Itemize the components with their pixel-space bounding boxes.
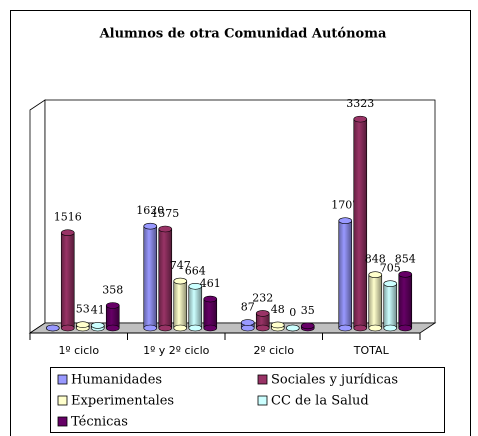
data-label: 3323 <box>346 97 374 110</box>
bar-top <box>338 217 353 225</box>
bar-top <box>173 277 188 285</box>
bar-shade <box>61 232 75 328</box>
legend-swatch <box>257 395 268 406</box>
bar-shade <box>143 226 157 328</box>
bar-shade <box>383 283 397 328</box>
x-tick-label: TOTAL <box>353 344 390 357</box>
bar-top <box>45 324 60 332</box>
bar-top <box>203 295 218 303</box>
x-tick-label: 2º ciclo <box>253 344 294 357</box>
data-label: 461 <box>200 277 221 290</box>
legend-label: Técnicas <box>71 415 128 430</box>
data-label: 0 <box>289 306 296 319</box>
legend-swatch <box>257 374 268 385</box>
bar-top <box>353 115 368 123</box>
data-label: 1620 <box>136 204 164 217</box>
bar-base <box>203 324 218 332</box>
bar-top <box>75 321 90 328</box>
legend-label: CC de la Salud <box>271 394 369 409</box>
data-label: 1707 <box>331 199 359 212</box>
side-wall <box>29 99 46 334</box>
bar-shade <box>106 305 120 328</box>
bar-shade <box>158 229 172 328</box>
legend-label: Humanidades <box>71 373 162 388</box>
bar-top <box>300 322 315 330</box>
bar-shade <box>173 281 187 328</box>
bar-base <box>173 324 188 332</box>
data-label: 358 <box>102 283 123 296</box>
bar-base <box>158 324 173 332</box>
bar-shade <box>368 274 382 328</box>
bar-top <box>368 271 383 278</box>
data-label: 848 <box>365 253 386 266</box>
legend-swatch <box>57 374 68 385</box>
data-label: 41 <box>91 303 105 316</box>
bar-base <box>143 324 158 332</box>
data-label: 1516 <box>54 211 82 224</box>
legend-swatch <box>57 395 68 406</box>
legend-label: Sociales y jurídicas <box>271 373 398 388</box>
bar-shade <box>188 286 202 328</box>
bar-base <box>383 324 398 332</box>
data-label: 664 <box>185 264 206 277</box>
data-label: 232 <box>252 291 273 304</box>
bar-top <box>143 222 158 230</box>
bar-shade <box>256 313 270 328</box>
data-label: 1575 <box>151 207 179 220</box>
data-label: 747 <box>170 259 191 272</box>
bar-top <box>188 282 203 290</box>
bar-top <box>240 319 255 326</box>
bar-base <box>368 324 383 332</box>
bar-shade <box>398 274 412 328</box>
bar-base <box>398 324 413 332</box>
bar-top <box>255 310 270 317</box>
data-label: 53 <box>76 303 90 316</box>
bar-top <box>383 280 398 287</box>
data-label: 48 <box>271 303 285 316</box>
legend <box>50 367 445 433</box>
bar-shade <box>203 299 217 328</box>
data-label: 854 <box>395 252 416 265</box>
bar-shade <box>338 220 352 328</box>
x-tick-label: 1º y 2º ciclo <box>143 344 210 357</box>
bar-base <box>240 324 255 332</box>
data-label: 705 <box>380 262 401 275</box>
bar-top <box>398 271 413 278</box>
bar-top <box>90 322 105 329</box>
data-label: 35 <box>301 304 315 317</box>
bar-base <box>353 324 368 332</box>
bar-base <box>105 324 120 332</box>
bar-top <box>105 302 120 309</box>
bar-top <box>285 324 300 332</box>
bar-top <box>158 225 173 233</box>
bar-base <box>188 324 203 332</box>
bar-base <box>255 324 270 332</box>
bar-shade <box>353 119 367 328</box>
bar-top <box>270 321 285 329</box>
data-label: 87 <box>241 301 255 314</box>
bar-base <box>60 324 75 332</box>
legend-label: Experimentales <box>71 394 174 409</box>
chart-title: Alumnos de otra Comunidad Autónoma <box>99 27 387 42</box>
x-tick-label: 1º ciclo <box>58 344 99 357</box>
bar-base <box>338 324 353 332</box>
legend-swatch <box>57 416 68 427</box>
bar-top <box>60 229 75 237</box>
